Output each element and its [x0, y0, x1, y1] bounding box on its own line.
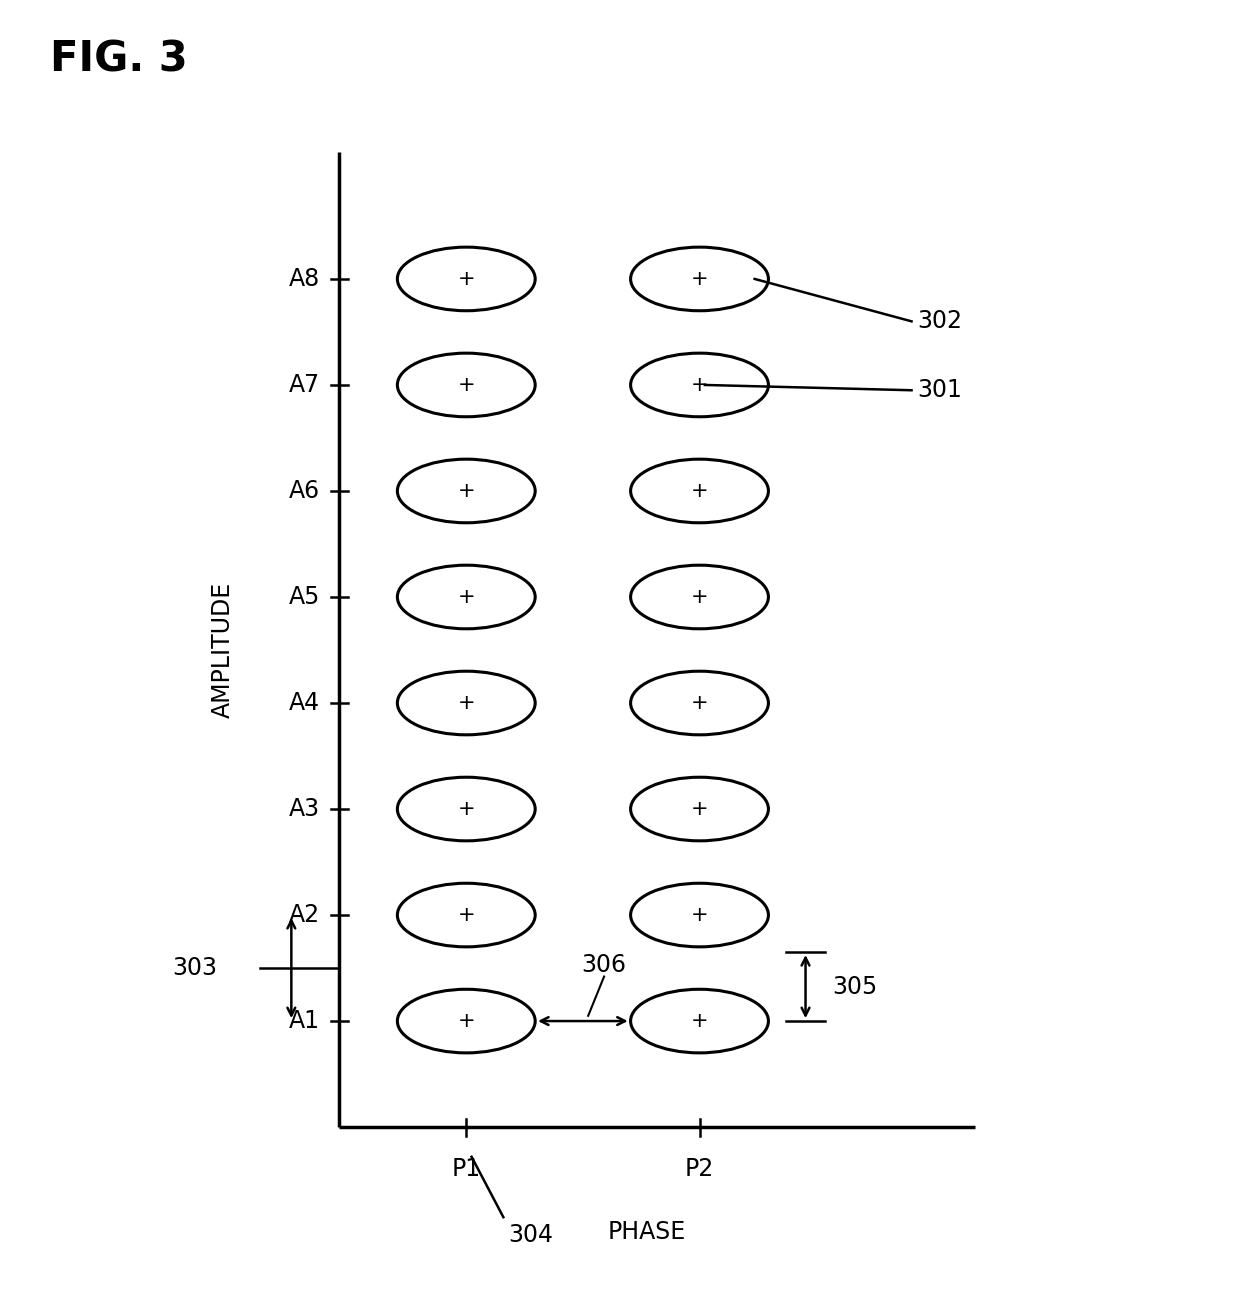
Text: +: +: [691, 693, 708, 712]
Text: A8: A8: [289, 266, 320, 291]
Text: 301: 301: [916, 378, 962, 402]
Text: 302: 302: [916, 309, 962, 333]
Text: +: +: [458, 269, 475, 289]
Text: +: +: [691, 269, 708, 289]
Text: AMPLITUDE: AMPLITUDE: [211, 582, 234, 718]
Text: A2: A2: [289, 903, 320, 927]
Text: +: +: [458, 693, 475, 712]
Text: A1: A1: [289, 1009, 320, 1034]
Text: FIG. 3: FIG. 3: [50, 39, 187, 81]
Text: PHASE: PHASE: [608, 1221, 686, 1244]
Text: +: +: [458, 800, 475, 819]
Text: +: +: [458, 374, 475, 395]
Text: +: +: [458, 481, 475, 500]
Text: A3: A3: [289, 797, 320, 822]
Text: +: +: [691, 374, 708, 395]
Text: P1: P1: [451, 1157, 481, 1180]
Text: 303: 303: [172, 956, 217, 980]
Text: +: +: [458, 905, 475, 926]
Text: +: +: [691, 588, 708, 607]
Text: A5: A5: [289, 585, 320, 608]
Text: A7: A7: [289, 373, 320, 396]
Text: 305: 305: [832, 975, 877, 998]
Text: A6: A6: [289, 478, 320, 503]
Text: +: +: [691, 905, 708, 926]
Text: +: +: [691, 481, 708, 500]
Text: 304: 304: [508, 1222, 554, 1247]
Text: A4: A4: [289, 692, 320, 715]
Text: +: +: [691, 800, 708, 819]
Text: +: +: [691, 1011, 708, 1031]
Text: 306: 306: [582, 953, 626, 976]
Text: +: +: [458, 1011, 475, 1031]
Text: P2: P2: [684, 1157, 714, 1180]
Text: +: +: [458, 588, 475, 607]
